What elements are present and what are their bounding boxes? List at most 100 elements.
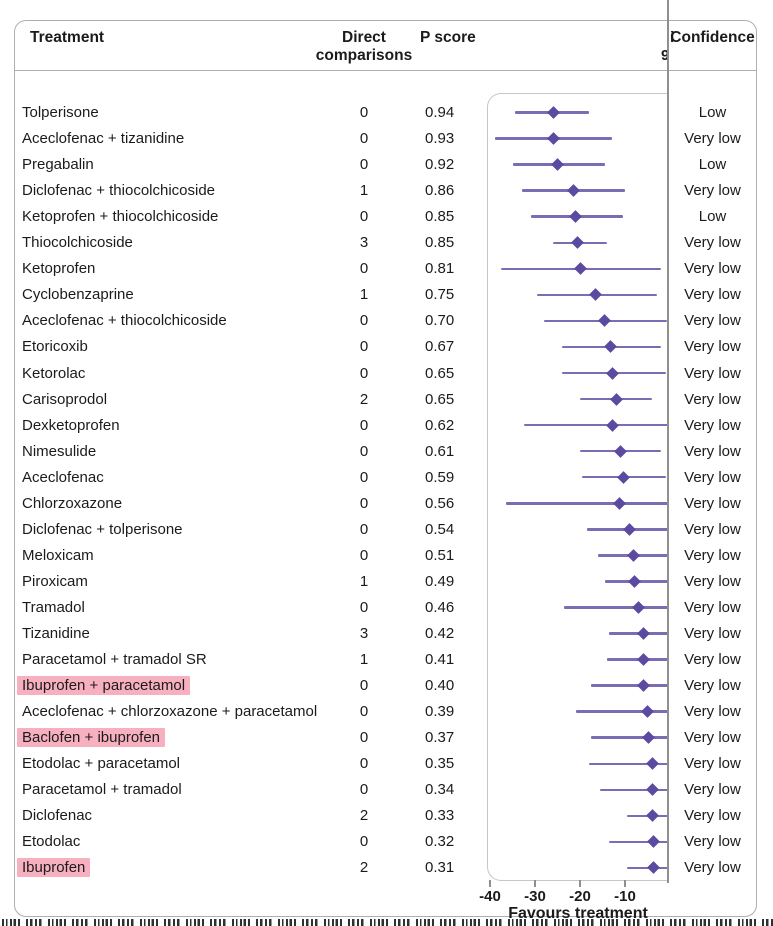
p-score-value: 0.42 <box>425 625 455 642</box>
point-estimate-diamond <box>598 314 612 328</box>
treatment-label: Aceclofenac <box>22 468 104 486</box>
treatment-label: Dexketoprofen <box>22 416 120 434</box>
p-score-value: 0.94 <box>425 104 455 121</box>
direct-comparisons-value: 0 <box>359 598 369 616</box>
zero-reference-line <box>667 0 669 883</box>
p-score-value: 0.85 <box>425 208 455 226</box>
confidence-rating: Very low <box>684 546 741 564</box>
treatment-label: Ketoprofen <box>22 260 96 278</box>
treatment-label: Tramadol <box>22 598 85 616</box>
p-score-value: 0.70 <box>425 312 455 330</box>
confidence-rating: Very low <box>684 833 741 851</box>
direct-comparisons-value: 0 <box>359 104 369 121</box>
p-score-value: 0.46 <box>425 598 455 616</box>
p-score-value: 0.34 <box>425 781 455 799</box>
point-estimate-diamond <box>645 809 659 823</box>
p-score-value: 0.75 <box>425 286 455 304</box>
confidence-rating: Very low <box>684 572 741 590</box>
p-score-value: 0.65 <box>425 364 455 382</box>
treatment-label: Etoricoxib <box>22 338 88 356</box>
direct-comparisons-value: 1 <box>359 286 369 304</box>
point-estimate-diamond <box>632 601 645 614</box>
p-score-value: 0.40 <box>425 677 455 695</box>
confidence-rating: Very low <box>684 130 741 148</box>
treatment-label: Carisoprodol <box>22 390 108 408</box>
confidence-rating: Very low <box>684 182 741 200</box>
point-estimate-diamond <box>569 210 582 224</box>
point-estimate-diamond <box>628 575 642 588</box>
confidence-rating: Very low <box>684 468 741 486</box>
confidence-rating: Very low <box>684 598 741 616</box>
confidence-interval-line <box>591 684 667 687</box>
point-estimate-diamond <box>546 106 560 119</box>
direct-comparisons-value: 0 <box>359 312 369 330</box>
treatment-label: Ketoprofen + thiocolchicoside <box>22 208 219 226</box>
confidence-rating: Very low <box>684 677 741 695</box>
direct-comparisons-value: 0 <box>359 833 369 851</box>
confidence-rating: Very low <box>684 312 741 330</box>
direct-comparisons-value: 0 <box>359 520 369 538</box>
direct-comparisons-value: 3 <box>359 625 369 642</box>
confidence-rating: Low <box>698 156 727 174</box>
confidence-rating: Very low <box>684 625 741 642</box>
point-estimate-diamond <box>573 262 587 276</box>
treatment-label: Ibuprofen <box>17 857 91 878</box>
column-header-treatment: Treatment <box>30 29 105 46</box>
point-estimate-diamond <box>642 731 656 745</box>
direct-comparisons-value: 0 <box>359 468 369 486</box>
point-estimate-diamond <box>636 653 650 666</box>
confidence-rating: Very low <box>684 520 741 538</box>
direct-comparisons-value: 0 <box>359 781 369 799</box>
direct-comparisons-value: 0 <box>359 703 369 721</box>
treatment-label: Paracetamol + tramadol <box>22 781 182 799</box>
cropped-text-fragment: 9 <box>661 47 669 64</box>
direct-comparisons-value: 0 <box>359 338 369 356</box>
p-score-value: 0.59 <box>425 468 455 486</box>
point-estimate-diamond <box>551 158 564 171</box>
treatment-label: Aceclofenac + thiocolchicoside <box>22 312 227 330</box>
direct-comparisons-value: 0 <box>359 260 369 278</box>
axis-tick-label: -30 <box>524 888 546 905</box>
treatment-label: Tolperisone <box>22 104 99 121</box>
treatment-label: Cyclobenzaprine <box>22 286 134 304</box>
p-score-value: 0.51 <box>425 546 455 564</box>
point-estimate-diamond <box>614 444 627 458</box>
treatment-label: Tizanidine <box>22 625 90 642</box>
confidence-rating: Very low <box>684 286 741 304</box>
confidence-interval-line <box>589 762 667 765</box>
point-estimate-diamond <box>606 418 620 432</box>
direct-comparisons-value: 2 <box>359 859 369 877</box>
treatment-label: Ketorolac <box>22 364 86 382</box>
confidence-rating: Very low <box>684 651 741 669</box>
p-score-value: 0.62 <box>425 416 455 434</box>
direct-comparisons-value: 0 <box>359 494 369 512</box>
direct-comparisons-value: 2 <box>359 807 369 825</box>
point-estimate-diamond <box>623 522 636 536</box>
point-estimate-diamond <box>641 705 654 719</box>
axis-tick-label: -40 <box>479 888 501 905</box>
treatment-label: Diclofenac + thiocolchicoside <box>22 182 216 200</box>
treatment-label: Paracetamol + tramadol SR <box>22 651 207 669</box>
point-estimate-diamond <box>603 340 617 354</box>
p-score-value: 0.41 <box>425 651 455 669</box>
point-estimate-diamond <box>647 835 661 849</box>
point-estimate-diamond <box>546 132 560 145</box>
p-score-value: 0.86 <box>425 182 455 200</box>
confidence-rating: Very low <box>684 234 741 252</box>
direct-comparisons-value: 0 <box>359 130 369 148</box>
confidence-rating: Very low <box>684 390 741 408</box>
column-header-confidence: Confidence <box>670 29 755 46</box>
direct-comparisons-value: 0 <box>359 755 369 773</box>
treatment-label: Aceclofenac + chlorzoxazone + paracetamo… <box>22 703 318 721</box>
point-estimate-diamond <box>612 496 626 510</box>
x-axis-label: Favours treatment <box>508 905 648 922</box>
confidence-rating: Very low <box>684 703 741 721</box>
point-estimate-diamond <box>647 861 661 875</box>
confidence-rating: Very low <box>684 807 741 825</box>
confidence-rating: Very low <box>684 416 741 434</box>
point-estimate-diamond <box>589 288 603 302</box>
treatment-label: Ibuprofen + paracetamol <box>17 675 191 696</box>
treatment-label: Piroxicam <box>22 572 88 590</box>
p-score-value: 0.81 <box>425 260 455 278</box>
confidence-rating: Very low <box>684 859 741 877</box>
